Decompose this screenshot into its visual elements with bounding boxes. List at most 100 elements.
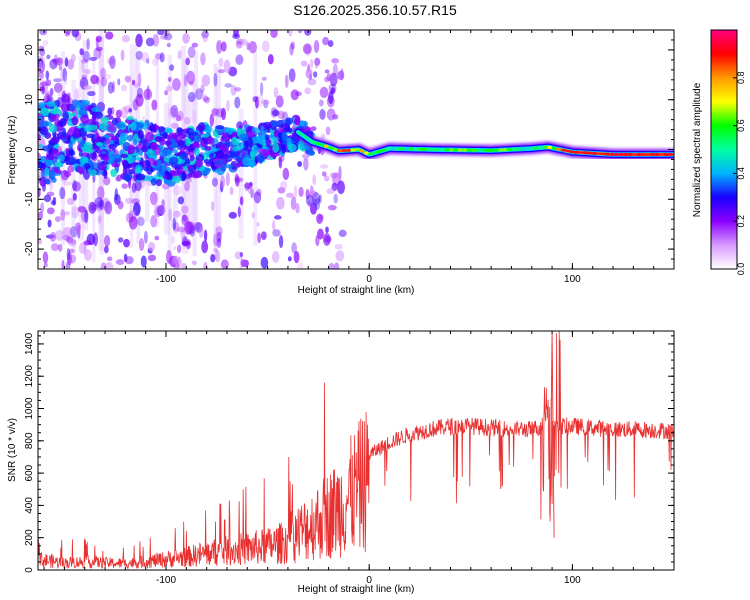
band-blob	[167, 132, 178, 143]
noise-blob	[325, 126, 331, 136]
band-blob	[281, 122, 290, 129]
band-blob	[48, 170, 56, 180]
noise-blob	[194, 158, 201, 167]
noise-blob	[67, 165, 75, 173]
noise-blob	[139, 175, 146, 189]
band-blob	[268, 145, 279, 155]
band-blob	[124, 157, 135, 164]
band-blob	[120, 172, 129, 180]
band-blob	[134, 164, 143, 175]
noise-blob	[180, 168, 189, 176]
band-blob	[92, 121, 100, 130]
noise-blob	[137, 72, 142, 87]
ridge-point	[381, 148, 387, 152]
noise-blob	[186, 70, 195, 85]
ridge-point	[511, 147, 517, 151]
band-blob	[194, 147, 200, 157]
band-blob	[168, 156, 179, 165]
band-blob	[66, 149, 76, 157]
ridge-point	[435, 148, 441, 152]
noise-blob	[159, 154, 164, 161]
band-blob	[180, 160, 188, 167]
band-blob	[273, 130, 279, 139]
ridge-point	[337, 149, 342, 153]
noise-blob	[332, 172, 342, 187]
noise-blob	[110, 136, 117, 145]
noise-blob	[137, 216, 145, 227]
band-blob	[233, 162, 241, 168]
ridge-point	[341, 149, 347, 153]
band-blob	[200, 140, 208, 151]
band-blob	[208, 151, 215, 158]
band-blob	[166, 172, 173, 181]
noise-blob	[46, 153, 56, 161]
band-blob	[112, 138, 121, 147]
noise-blob	[322, 233, 331, 246]
band-blob	[231, 141, 242, 147]
band-blob	[152, 160, 158, 166]
band-blob	[130, 162, 141, 170]
band-blob	[185, 160, 195, 170]
noise-blob	[304, 30, 312, 36]
band-blob	[296, 133, 305, 143]
noise-blob	[63, 136, 67, 141]
band-blob	[228, 149, 236, 157]
noise-blob	[203, 261, 208, 269]
noise-blob	[80, 141, 87, 149]
band-blob	[170, 148, 178, 153]
ridge-point	[422, 147, 427, 151]
band-blob	[155, 144, 160, 150]
noise-blob	[38, 165, 48, 180]
ridge-point	[399, 147, 405, 151]
band-blob	[149, 166, 156, 172]
band-blob	[53, 169, 62, 177]
band-blob	[48, 171, 54, 179]
band-blob	[233, 149, 240, 157]
noise-blob	[135, 93, 144, 107]
noise-blob	[244, 182, 253, 190]
noise-blob	[310, 126, 317, 132]
band-blob	[128, 126, 139, 133]
band-blob	[40, 171, 46, 178]
band-blob	[278, 134, 288, 139]
noise-blob	[47, 144, 53, 149]
noise-blob	[127, 174, 132, 189]
band-blob	[196, 134, 202, 140]
ridge-point	[663, 152, 669, 157]
top-y-tick-label: 10	[24, 94, 35, 106]
noise-streak	[238, 108, 244, 239]
noise-blob	[121, 142, 126, 154]
band-blob	[174, 152, 181, 157]
noise-blob	[81, 74, 88, 79]
noise-blob	[297, 30, 303, 34]
band-blob	[279, 134, 288, 141]
band-blob	[80, 132, 87, 138]
noise-blob	[195, 163, 202, 170]
band-blob	[80, 99, 91, 107]
band-blob	[62, 156, 67, 162]
band-blob	[163, 134, 170, 140]
band-blob	[85, 166, 95, 172]
noise-blob	[62, 234, 71, 241]
band-blob	[183, 174, 193, 179]
noise-blob	[246, 41, 250, 51]
band-blob	[124, 158, 133, 169]
noise-blob	[138, 128, 143, 138]
band-blob	[89, 102, 97, 112]
band-blob	[152, 174, 159, 184]
noise-blob	[80, 80, 86, 88]
noise-blob	[324, 76, 330, 83]
noise-blob	[181, 241, 191, 246]
noise-blob	[261, 76, 267, 81]
band-blob	[105, 137, 110, 145]
noise-blob	[106, 139, 114, 151]
band-blob	[192, 162, 197, 168]
band-blob	[38, 143, 43, 149]
noise-blob	[213, 72, 218, 87]
band-blob	[79, 170, 84, 175]
band-blob	[115, 158, 121, 168]
noise-blob	[96, 201, 103, 211]
band-blob	[89, 160, 94, 171]
band-blob	[54, 161, 62, 168]
noise-blob	[248, 40, 257, 54]
